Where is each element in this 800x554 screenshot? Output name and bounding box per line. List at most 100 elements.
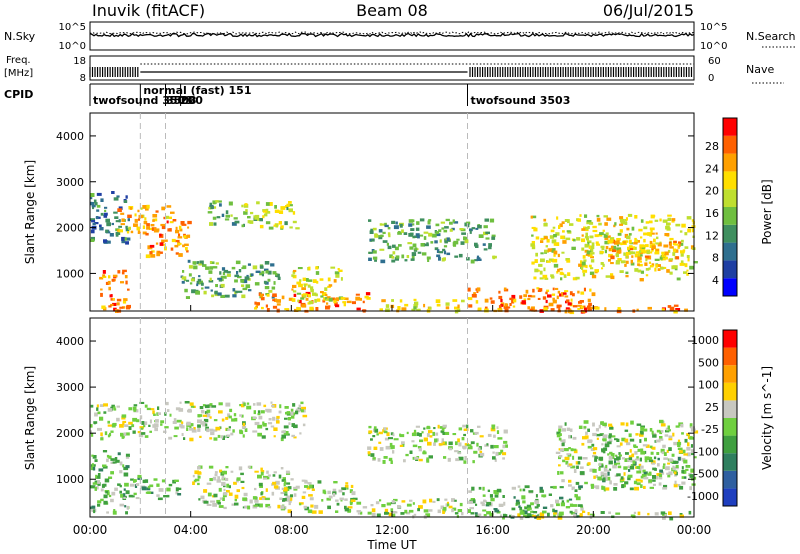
heatmap-cell <box>92 222 96 226</box>
heatmap-cell <box>90 218 95 222</box>
heatmap-cell <box>181 280 185 284</box>
heatmap-cell <box>240 279 245 283</box>
heatmap-cell <box>581 261 586 265</box>
heatmap-cell <box>627 458 632 462</box>
heatmap-cell <box>399 223 403 228</box>
heatmap-cell <box>582 436 587 440</box>
heatmap-cell <box>618 452 621 455</box>
heatmap-cell <box>293 293 297 297</box>
heatmap-cell <box>221 267 226 271</box>
heatmap-cell <box>399 299 403 303</box>
heatmap-cell <box>562 230 565 233</box>
heatmap-cell <box>581 442 585 446</box>
heatmap-cell <box>584 481 588 485</box>
heatmap-cell <box>406 503 412 507</box>
heatmap-cell <box>469 507 474 510</box>
heatmap-cell <box>647 512 650 516</box>
heatmap-cell <box>550 504 554 508</box>
heatmap-cell <box>343 297 349 300</box>
heatmap-cell <box>425 513 431 517</box>
heatmap-cell <box>350 499 356 502</box>
heatmap-cell <box>391 500 395 504</box>
heatmap-cell <box>578 425 583 429</box>
heatmap-cell <box>598 462 602 467</box>
heatmap-cell <box>236 477 241 481</box>
heatmap-cell <box>661 251 665 255</box>
colorbar-swatch <box>723 470 737 489</box>
heatmap-cell <box>389 254 393 259</box>
heatmap-cell <box>242 434 245 438</box>
heatmap-cell <box>257 432 262 437</box>
heatmap-cell <box>517 513 521 517</box>
heatmap-cell <box>630 259 633 264</box>
heatmap-cell <box>179 401 182 404</box>
heatmap-cell <box>564 422 567 426</box>
heatmap-cell <box>454 499 457 502</box>
heatmap-cell <box>412 502 415 505</box>
heatmap-cell <box>551 250 556 253</box>
heatmap-cell <box>496 488 502 493</box>
heatmap-cell <box>327 505 331 510</box>
heatmap-cell <box>598 467 601 471</box>
heatmap-cell <box>225 214 230 218</box>
heatmap-cell <box>690 444 693 448</box>
heatmap-cell <box>274 298 278 302</box>
heatmap-cell <box>230 432 234 436</box>
heatmap-cell <box>667 214 672 217</box>
heatmap-cell <box>659 469 663 473</box>
heatmap-cell <box>136 419 140 423</box>
heatmap-cell <box>156 483 160 487</box>
heatmap-cell <box>503 305 507 309</box>
heatmap-cell <box>224 294 230 298</box>
heatmap-cell <box>627 246 631 251</box>
heatmap-cell <box>275 480 280 485</box>
heatmap-cell <box>104 478 110 483</box>
heatmap-cell <box>197 482 200 486</box>
heatmap-cell <box>442 424 447 428</box>
nsky-right-tick-bottom: 10^0 <box>700 41 727 52</box>
heatmap-cell <box>142 231 147 235</box>
heatmap-cell <box>555 500 558 504</box>
heatmap-cell <box>457 509 463 513</box>
nsky-label: N.Sky <box>4 30 36 43</box>
heatmap-cell <box>268 290 273 293</box>
heatmap-cell <box>560 235 565 239</box>
heatmap-cell <box>151 250 155 253</box>
heatmap-cell <box>484 298 489 303</box>
heatmap-cell <box>218 410 223 414</box>
heatmap-cell <box>388 512 393 517</box>
heatmap-cell <box>293 493 297 497</box>
heatmap-cell <box>259 497 264 500</box>
heatmap-cell <box>286 206 289 211</box>
heatmap-cell <box>310 288 314 293</box>
heatmap-cell <box>639 433 644 437</box>
heatmap-cell <box>673 460 678 464</box>
heatmap-cell <box>455 441 458 446</box>
heatmap-cell <box>145 491 149 494</box>
heatmap-cell <box>603 215 608 218</box>
heatmap-cell <box>270 401 273 404</box>
heatmap-cell <box>217 292 222 296</box>
heatmap-cell <box>212 200 217 204</box>
heatmap-cell <box>492 255 496 260</box>
heatmap-cell <box>382 429 386 433</box>
heatmap-cell <box>228 492 233 496</box>
heatmap-cell <box>498 290 501 294</box>
heatmap-cell <box>550 486 555 489</box>
heatmap-cell <box>270 263 275 267</box>
heatmap-cell <box>213 419 218 422</box>
heatmap-cell <box>640 426 645 431</box>
heatmap-cell <box>325 298 330 301</box>
heatmap-cell <box>414 247 418 251</box>
heatmap-cell <box>266 308 270 312</box>
heatmap-cell <box>424 243 429 247</box>
heatmap-cell <box>686 272 689 276</box>
heatmap-cell <box>548 493 552 496</box>
heatmap-cell <box>403 459 406 463</box>
heatmap-cell <box>109 294 112 298</box>
heatmap-cell <box>252 265 258 270</box>
heatmap-cell <box>570 465 576 469</box>
heatmap-cell <box>267 422 273 425</box>
velocity-colorbar-label-text: Velocity [m s^-1] <box>760 366 774 470</box>
heatmap-cell <box>616 247 622 252</box>
